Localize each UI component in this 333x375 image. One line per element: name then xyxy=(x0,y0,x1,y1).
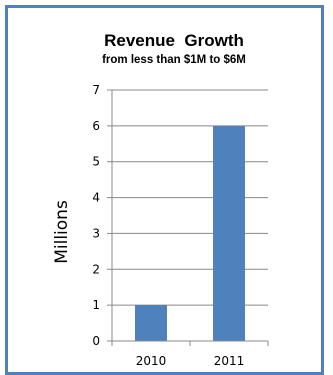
y-tick-label: 2 xyxy=(92,262,100,276)
x-tick-labels: 2010 2011 xyxy=(111,341,269,368)
y-axis-label: Millions xyxy=(52,200,72,264)
bar-2010 xyxy=(135,305,167,341)
y-tick-label: 7 xyxy=(92,83,100,97)
y-tick-label: 6 xyxy=(92,119,100,133)
y-tick-label: 5 xyxy=(92,155,100,169)
chart-title: Revenue Growth xyxy=(104,31,244,50)
y-tick-label: 4 xyxy=(92,191,100,205)
chart-subtitle: from less than $1M to $6M xyxy=(102,54,246,66)
y-tick-labels: 0 1 2 3 4 5 6 7 xyxy=(92,83,112,348)
y-tick-label: 1 xyxy=(92,298,100,312)
y-tick-label: 3 xyxy=(92,226,100,240)
x-tick-label: 2011 xyxy=(214,354,245,368)
bars xyxy=(135,125,245,341)
y-tick-label: 0 xyxy=(92,334,100,348)
bar-2011 xyxy=(213,125,245,341)
x-tick-label: 2010 xyxy=(136,354,167,368)
